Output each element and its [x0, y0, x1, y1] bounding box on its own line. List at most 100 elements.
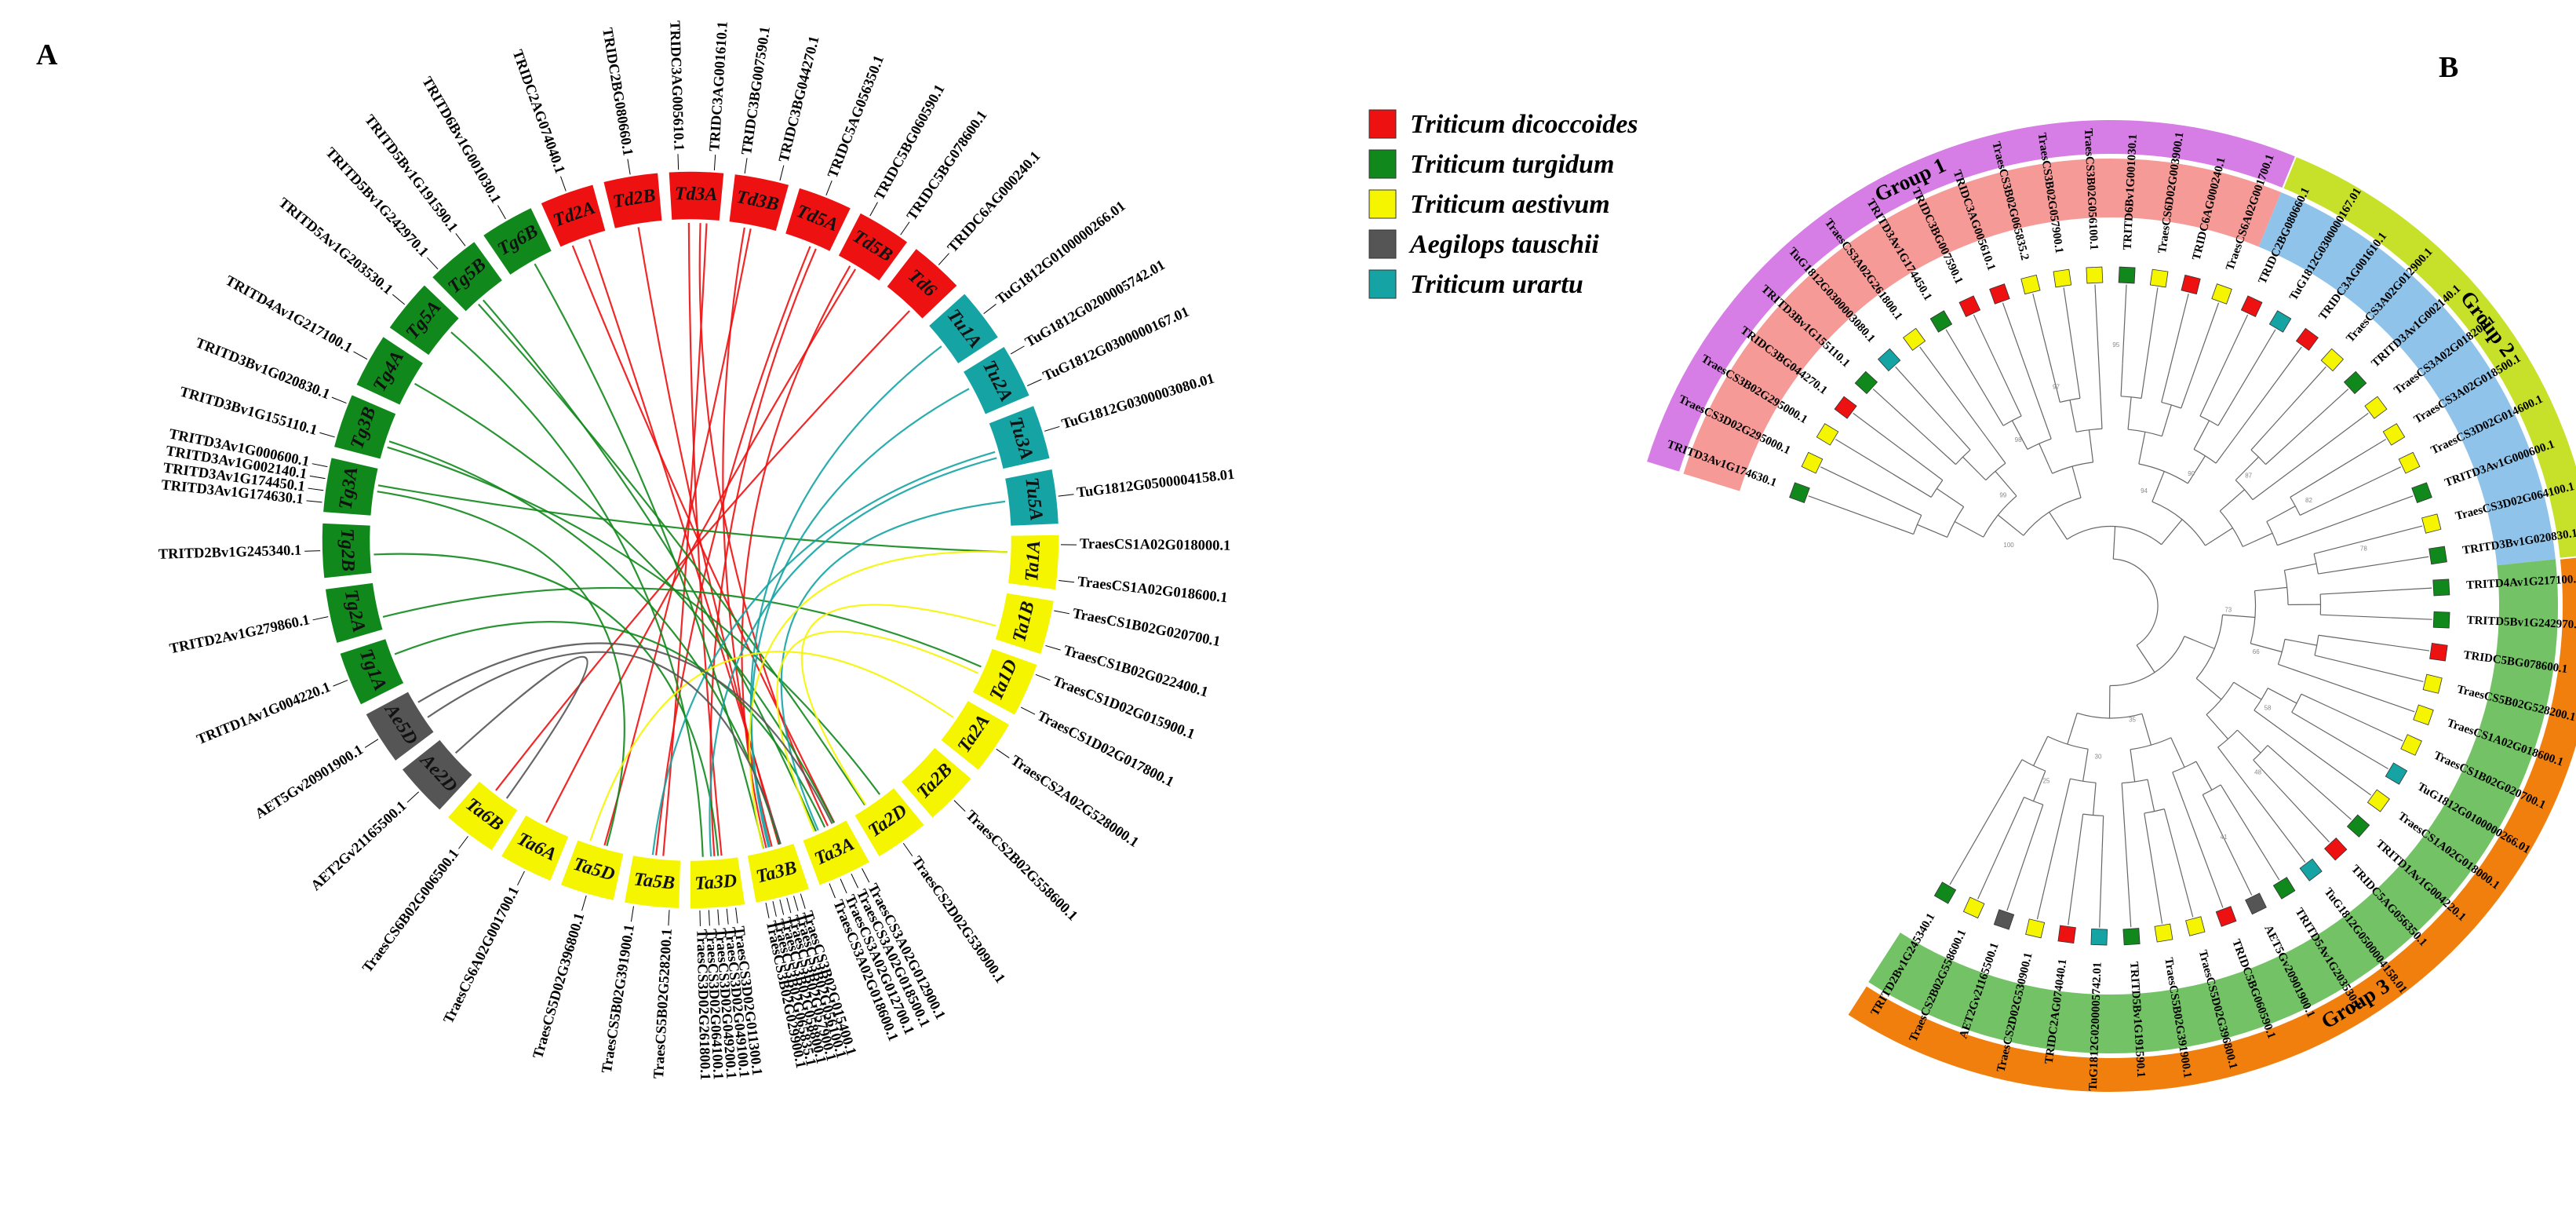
chromosome-tu5a [1004, 468, 1060, 527]
leaf-marker [1993, 909, 2015, 930]
gene-label: TraesCS1A02G018600.1 [1077, 574, 1228, 606]
branch [2120, 363, 2123, 396]
chromosome-ta3b [746, 842, 811, 904]
chromosome-ta5b [623, 854, 682, 910]
synteny-link-ae5d-ta3b [427, 651, 782, 845]
branch [2220, 784, 2239, 813]
legend-label-triticum-dicoccoides: Triticum dicoccoides [1410, 110, 1638, 139]
branch [1882, 522, 1914, 535]
gene-label: TRITD4Av1G217100.1 [223, 273, 355, 356]
branch [2183, 802, 2224, 908]
branch [2318, 634, 2352, 641]
leaf-marker [2025, 918, 2046, 939]
branch [1986, 397, 2004, 426]
synteny-link-tg2b-ta3d [373, 553, 720, 856]
leaf-marker [2411, 482, 2432, 503]
leaf-marker [2428, 546, 2447, 565]
synteny-link-ae2d-ta6b [454, 655, 588, 799]
species-legend: Triticum dicoccoides Triticum turgidum Tri… [1368, 109, 1638, 299]
branch [2352, 587, 2432, 593]
leaf-marker [2122, 928, 2141, 946]
branch [2169, 294, 2189, 371]
branch [2049, 512, 2068, 540]
gene-tick [825, 181, 833, 195]
branch [2352, 615, 2432, 620]
gene-tick [772, 901, 777, 917]
bootstrap-value: 100 [2003, 542, 2014, 549]
gene-label: TRITD2Bv1G245340.1 [158, 543, 302, 563]
group-fill-group-1 [1683, 158, 2282, 491]
branch [1949, 787, 2006, 885]
branch [2250, 643, 2283, 653]
branch [2123, 815, 2132, 928]
branch [2346, 662, 2424, 682]
chromosome-ta2a [939, 699, 1011, 772]
branch [2291, 766, 2352, 820]
bootstrap-value: 82 [2305, 497, 2312, 504]
gene-label: AET5Gv20901900.1 [253, 743, 366, 823]
branch [2051, 370, 2060, 403]
branch [2277, 533, 2308, 546]
branch [2253, 759, 2276, 785]
leaf-marker [1958, 295, 1981, 318]
gene-tick [309, 475, 326, 480]
synteny-link-ta1d-ta3a [776, 630, 979, 833]
branch [2202, 794, 2217, 824]
synteny-link-tg5b-ta3a [482, 299, 817, 832]
chromosome-label-tu5a: Tu5A [1021, 476, 1046, 522]
branch [2254, 586, 2287, 592]
branch [2002, 302, 2041, 409]
leaf-marker [2299, 858, 2323, 881]
chromosome-tg3a [322, 456, 380, 517]
bootstrap-value: 25 [2042, 778, 2050, 785]
branch [2067, 713, 2078, 745]
branch [2237, 729, 2261, 754]
leaf-marker [2090, 928, 2108, 946]
branch [1945, 329, 1988, 398]
leaf-marker [2057, 925, 2076, 943]
bootstrap-value: 78 [2360, 545, 2367, 552]
legend-swatch-triticum-turgidum [1368, 149, 1397, 179]
branch [2195, 677, 2222, 700]
branch [1872, 389, 1933, 443]
branch [2032, 294, 2053, 371]
chromosome-tg3b [333, 393, 398, 461]
branch [2267, 745, 2293, 768]
gene-label: TRITD2Av1G279860.1 [168, 612, 311, 657]
gene-label: TraesCS1A02G018000.1 [1080, 536, 1231, 553]
gene-tick [304, 550, 321, 552]
branch [2144, 812, 2150, 846]
legend-swatch-triticum-urartu [1368, 269, 1397, 299]
branch [1916, 460, 1944, 481]
synteny-link-td2a-ta3b [588, 239, 782, 845]
gene-tick [308, 487, 324, 491]
branch [2222, 614, 2255, 619]
bootstrap-value: 99 [1999, 491, 2006, 498]
chromosome-tu3a [987, 404, 1051, 470]
chromosome-ae2d [400, 738, 474, 812]
leaf-marker [2053, 268, 2072, 288]
branch [2187, 455, 2206, 484]
branch [2237, 772, 2306, 863]
branch [2216, 823, 2253, 896]
branch [2078, 814, 2084, 847]
branch [2234, 329, 2276, 398]
leaf-marker [2364, 396, 2388, 419]
synteny-link-tg1a-ta3a [394, 620, 826, 828]
synteny-link-td2a-ta3a [571, 245, 836, 823]
gene-tick [765, 903, 770, 918]
gene-tick [902, 842, 913, 856]
synteny-link-tg3a-ta5d [377, 491, 625, 846]
leaf-marker [2366, 789, 2390, 812]
branch [2063, 287, 2076, 367]
gene-label: TraesCS5D02G396800.1 [530, 911, 588, 1060]
legend-swatch-triticum-dicoccoides [1368, 109, 1397, 139]
branch [2205, 527, 2233, 546]
bootstrap-value: 98 [2015, 436, 2022, 443]
gene-tick [458, 836, 468, 849]
gene-tick [840, 878, 847, 894]
branch [1995, 471, 2017, 497]
branch [2329, 466, 2402, 502]
gene-tick [406, 791, 420, 803]
gene-tick [1020, 706, 1036, 715]
